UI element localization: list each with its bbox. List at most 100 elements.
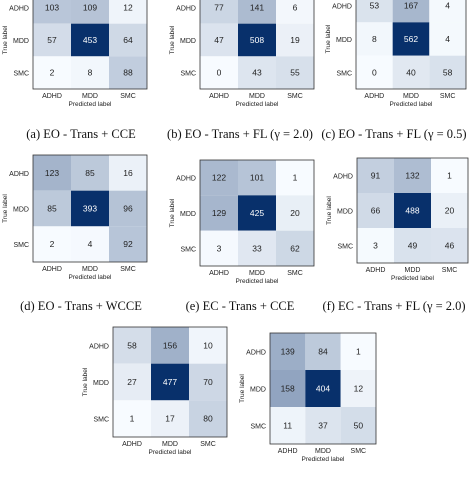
cell-value: 33 bbox=[252, 243, 262, 253]
x-tick-label: SMC bbox=[287, 270, 303, 277]
cell-value: 562 bbox=[404, 34, 418, 44]
y-tick-label: SMC bbox=[180, 71, 196, 78]
matrix-cell bbox=[109, 56, 147, 89]
cell-value: 85 bbox=[85, 168, 95, 178]
y-axis-label: True label bbox=[2, 194, 9, 223]
matrix-cell bbox=[270, 407, 306, 444]
matrix-cell bbox=[109, 190, 147, 227]
y-axis-label: True label bbox=[169, 198, 176, 227]
cell-value: 80 bbox=[203, 414, 213, 424]
cell-value: 27 bbox=[127, 377, 137, 387]
y-axis-label: True label bbox=[326, 196, 333, 225]
x-tick-label: MDD bbox=[249, 93, 265, 100]
matrix-cell bbox=[109, 0, 147, 24]
matrix-cell bbox=[238, 0, 276, 24]
matrix-cell bbox=[109, 226, 147, 262]
x-tick-label: SMC bbox=[120, 93, 136, 100]
cell-value: 84 bbox=[318, 347, 328, 357]
y-tick-label: SMC bbox=[336, 70, 352, 77]
matrix-frame bbox=[269, 332, 377, 445]
x-tick-label: SMC bbox=[442, 267, 458, 274]
cell-value: 139 bbox=[281, 347, 295, 357]
x-tick-label: MDD bbox=[405, 267, 421, 274]
matrix-cell bbox=[431, 158, 468, 193]
matrix-cell bbox=[238, 23, 276, 57]
y-axis-label: True label bbox=[239, 374, 246, 403]
cell-value: 4 bbox=[88, 239, 93, 249]
matrix-cell bbox=[109, 155, 147, 191]
cell-value: 8 bbox=[88, 68, 93, 78]
cell-value: 2 bbox=[50, 239, 55, 249]
caption-c: (c) EO - Trans + FL (γ = 0.5) bbox=[321, 127, 467, 141]
cell-value: 0 bbox=[372, 67, 377, 77]
matrix-cell bbox=[109, 23, 147, 57]
matrix-cell bbox=[189, 400, 227, 437]
cell-value: 46 bbox=[445, 241, 455, 251]
x-axis-label: Predicted label bbox=[302, 456, 346, 463]
x-tick-label: ADHD bbox=[364, 93, 384, 100]
x-tick-label: MDD bbox=[315, 448, 331, 455]
cell-value: 10 bbox=[203, 340, 213, 350]
confusion-matrix-3: 123 85 16 85 393 96 2 4 92 ADHD MDD SMC ADHD MDD SMC Pr… bbox=[2, 154, 148, 281]
matrix-cell bbox=[113, 327, 151, 364]
caption-d: (d) EO - Trans + WCCE bbox=[20, 299, 142, 313]
matrix-cell bbox=[394, 158, 431, 193]
y-axis-label: True label bbox=[2, 25, 9, 54]
x-axis-label: Predicted label bbox=[391, 275, 435, 282]
cell-value: 156 bbox=[163, 340, 177, 350]
matrix-cell bbox=[33, 56, 71, 89]
y-tick-label: SMC bbox=[180, 246, 196, 253]
cell-value: 453 bbox=[83, 35, 97, 45]
matrix-cell bbox=[238, 195, 276, 231]
y-axis-label: True label bbox=[82, 367, 89, 396]
x-tick-label: SMC bbox=[287, 93, 303, 100]
confusion-matrix-1: 77 141 6 47 508 19 0 43 55 ADHD MDD SMC ADHD MDD SMC Pr… bbox=[169, 0, 315, 108]
cell-value: 58 bbox=[127, 340, 137, 350]
matrix-cell bbox=[189, 363, 227, 401]
y-tick-label: MDD bbox=[13, 207, 29, 214]
y-tick-label: MDD bbox=[180, 38, 196, 45]
matrix-frame bbox=[32, 0, 148, 90]
cell-value: 88 bbox=[123, 68, 133, 78]
confusion-matrix-7: 139 84 1 158 404 12 11 37 50 ADHD MDD SMC ADHD MDD SMC… bbox=[239, 332, 377, 463]
matrix-cell bbox=[200, 56, 238, 89]
matrix-cell bbox=[71, 190, 109, 227]
confusion-matrix-5: 91 132 1 66 488 20 3 49 46 ADHD MDD SMC ADHD MDD SMC Pr… bbox=[326, 157, 469, 282]
y-tick-label: SMC bbox=[93, 417, 109, 424]
matrix-frame bbox=[355, 0, 467, 90]
caption-b: (b) EO - Trans + FL (γ = 2.0) bbox=[167, 127, 313, 141]
y-tick-label: ADHD bbox=[333, 174, 353, 181]
x-tick-label: SMC bbox=[200, 441, 216, 448]
y-tick-label: ADHD bbox=[332, 4, 352, 11]
x-tick-label: ADHD bbox=[209, 93, 229, 100]
matrix-cell bbox=[71, 23, 109, 57]
x-tick-label: MDD bbox=[162, 441, 178, 448]
matrix-cell bbox=[431, 228, 468, 263]
matrix-cell bbox=[305, 333, 341, 370]
matrix-cell bbox=[429, 55, 466, 89]
cell-value: 77 bbox=[214, 2, 224, 12]
matrix-cell bbox=[276, 56, 314, 89]
cell-value: 393 bbox=[83, 204, 97, 214]
y-axis-label: True label bbox=[325, 24, 332, 53]
y-tick-label: SMC bbox=[337, 244, 353, 251]
matrix-cell bbox=[431, 193, 468, 228]
cell-value: 132 bbox=[405, 171, 419, 181]
matrix-cell bbox=[71, 0, 109, 24]
matrix-cell bbox=[238, 230, 276, 266]
x-tick-label: MDD bbox=[82, 93, 98, 100]
x-tick-label: ADHD bbox=[42, 266, 62, 273]
matrix-cell bbox=[357, 158, 394, 193]
confusion-matrix-6: 58 156 10 27 477 70 1 17 80 ADHD MDD SMC ADHD MDD SMC P… bbox=[82, 326, 228, 456]
cell-value: 70 bbox=[203, 377, 213, 387]
cell-value: 6 bbox=[293, 2, 298, 12]
x-tick-label: MDD bbox=[82, 266, 98, 273]
matrix-cell bbox=[238, 160, 276, 196]
y-tick-label: ADHD bbox=[9, 171, 29, 178]
x-axis-label: Predicted label bbox=[149, 449, 193, 456]
x-tick-label: MDD bbox=[403, 93, 419, 100]
matrix-cell bbox=[340, 370, 376, 407]
